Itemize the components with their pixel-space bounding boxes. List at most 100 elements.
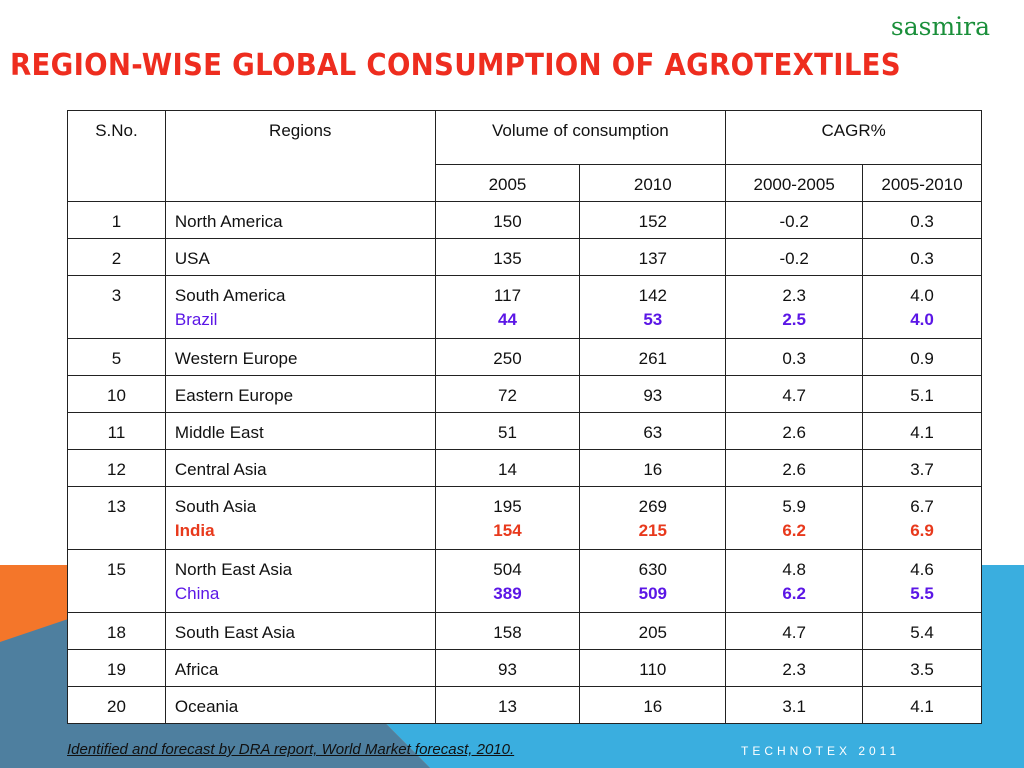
- cell-v2010: 269 215: [579, 486, 727, 550]
- cell-region: Western Europe: [164, 338, 436, 376]
- cell-value: Africa: [174, 660, 219, 679]
- cell-v2010: 93: [579, 375, 727, 413]
- cell-sub-value: India: [174, 521, 215, 540]
- table-row: 10 Eastern Europe 72 93 4.7 5.1: [67, 375, 982, 413]
- cell-value: 16: [643, 460, 663, 479]
- table-row: 18 South East Asia 158 205 4.7 5.4: [67, 612, 982, 650]
- table-row: 2 USA 135 137 -0.2 0.3: [67, 238, 982, 276]
- slide-title: REGION-WISE GLOBAL CONSUMPTION OF AGROTE…: [10, 48, 901, 83]
- cell-value: 51: [498, 423, 517, 442]
- cell-sub-value: China: [174, 584, 220, 603]
- cell-region: North East Asia China: [164, 549, 436, 613]
- table-row: 5 Western Europe 250 261 0.3 0.9: [67, 338, 982, 376]
- cell-sno: 20: [67, 686, 166, 724]
- cell-sub-value: 6.9: [910, 521, 934, 540]
- cell-value: 5: [111, 349, 122, 368]
- cell-value: 110: [639, 660, 667, 679]
- cell-c1: 4.7: [725, 612, 864, 650]
- cell-value: South East Asia: [174, 623, 295, 642]
- cell-v2005: 13: [434, 686, 581, 724]
- cell-region: South East Asia: [164, 612, 436, 650]
- cell-sub-value: 509: [638, 584, 667, 603]
- cell-sub-value: 4.0: [910, 310, 934, 329]
- cell-sub-value: Brazil: [174, 310, 218, 329]
- cell-value: 137: [638, 249, 667, 268]
- cell-sub-value: 44: [498, 310, 517, 329]
- cell-v2010: 16: [579, 449, 727, 487]
- event-label: TECHNOTEX 2011: [741, 744, 901, 758]
- cell-value: Middle East: [174, 423, 264, 442]
- cell-v2010: 110: [579, 649, 727, 687]
- table-row: 11 Middle East 51 63 2.6 4.1: [67, 412, 982, 450]
- cell-value: Oceania: [174, 697, 239, 716]
- cell-sub-value: 2.5: [782, 310, 806, 329]
- cell-v2005: 150: [434, 201, 581, 239]
- header-sno: S.No.: [67, 110, 166, 202]
- cell-value: 93: [643, 386, 663, 405]
- cell-region: Middle East: [164, 412, 436, 450]
- header-2010: 2010: [579, 164, 727, 202]
- cell-value: 3.1: [782, 697, 806, 716]
- cell-sno: 19: [67, 649, 166, 687]
- cell-v2010: 142 53: [579, 275, 727, 339]
- cell-value: 4.7: [782, 386, 806, 405]
- cell-region: Central Asia: [164, 449, 436, 487]
- cell-value: 4.0: [910, 286, 934, 305]
- cell-v2005: 51: [434, 412, 581, 450]
- cell-value: 13: [106, 497, 126, 516]
- cell-value: 261: [638, 349, 667, 368]
- cell-c2: 4.6 5.5: [862, 549, 982, 613]
- cell-value: 152: [638, 212, 667, 231]
- cell-sno: 15: [67, 549, 166, 613]
- table-row: 12 Central Asia 14 16 2.6 3.7: [67, 449, 982, 487]
- cell-sub-value: 6.2: [782, 584, 806, 603]
- cell-value: Western Europe: [174, 349, 298, 368]
- cell-value: 269: [638, 497, 667, 516]
- cell-c1: 2.6: [725, 412, 864, 450]
- cell-value: 504: [493, 560, 522, 579]
- cell-v2005: 14: [434, 449, 581, 487]
- cell-c2: 3.5: [862, 649, 982, 687]
- cell-sub-value: 5.5: [910, 584, 934, 603]
- cell-value: 0.3: [910, 249, 934, 268]
- source-footnote: Identified and forecast by DRA report, W…: [67, 741, 515, 758]
- cell-sub-value: 53: [643, 310, 663, 329]
- cell-value: 142: [638, 286, 667, 305]
- cell-value: 2.6: [782, 423, 806, 442]
- cell-sub-value: 215: [638, 521, 667, 540]
- consumption-table: S.No. Regions Volume of consumption CAGR…: [67, 110, 982, 724]
- cell-c2: 5.1: [862, 375, 982, 413]
- cell-value: North America: [174, 212, 283, 231]
- cell-c2: 0.3: [862, 238, 982, 276]
- cell-c1: 2.6: [725, 449, 864, 487]
- cell-c2: 6.7 6.9: [862, 486, 982, 550]
- cell-value: 18: [106, 623, 126, 642]
- cell-v2010: 205: [579, 612, 727, 650]
- cell-value: Eastern Europe: [174, 386, 294, 405]
- cell-v2005: 504 389: [434, 549, 581, 613]
- cell-sno: 5: [67, 338, 166, 376]
- cell-value: 11: [107, 423, 126, 442]
- cell-c2: 4.0 4.0: [862, 275, 982, 339]
- cell-c1: 3.1: [725, 686, 864, 724]
- cell-value: 150: [493, 212, 522, 231]
- table-row: 20 Oceania 13 16 3.1 4.1: [67, 686, 982, 724]
- cell-value: 6.7: [910, 497, 934, 516]
- cell-v2010: 137: [579, 238, 727, 276]
- cell-value: 16: [643, 697, 663, 716]
- cell-value: North East Asia: [174, 560, 293, 579]
- cell-c2: 4.1: [862, 412, 982, 450]
- cell-value: 3: [111, 286, 122, 305]
- cell-value: 117: [493, 286, 522, 305]
- cell-value: 72: [498, 386, 517, 405]
- header-volume: Volume of consumption: [434, 110, 727, 165]
- cell-value: 0.3: [910, 212, 934, 231]
- cell-value: 2.3: [782, 660, 806, 679]
- table-row: 13 South Asia India 195 154 269 215 5.9 6.2 6.7 6.…: [67, 486, 982, 550]
- cell-value: Central Asia: [174, 460, 267, 479]
- cell-value: 19: [106, 660, 126, 679]
- cell-c1: 2.3 2.5: [725, 275, 864, 339]
- cell-c2: 4.1: [862, 686, 982, 724]
- cell-value: 5.1: [910, 386, 934, 405]
- cell-c2: 3.7: [862, 449, 982, 487]
